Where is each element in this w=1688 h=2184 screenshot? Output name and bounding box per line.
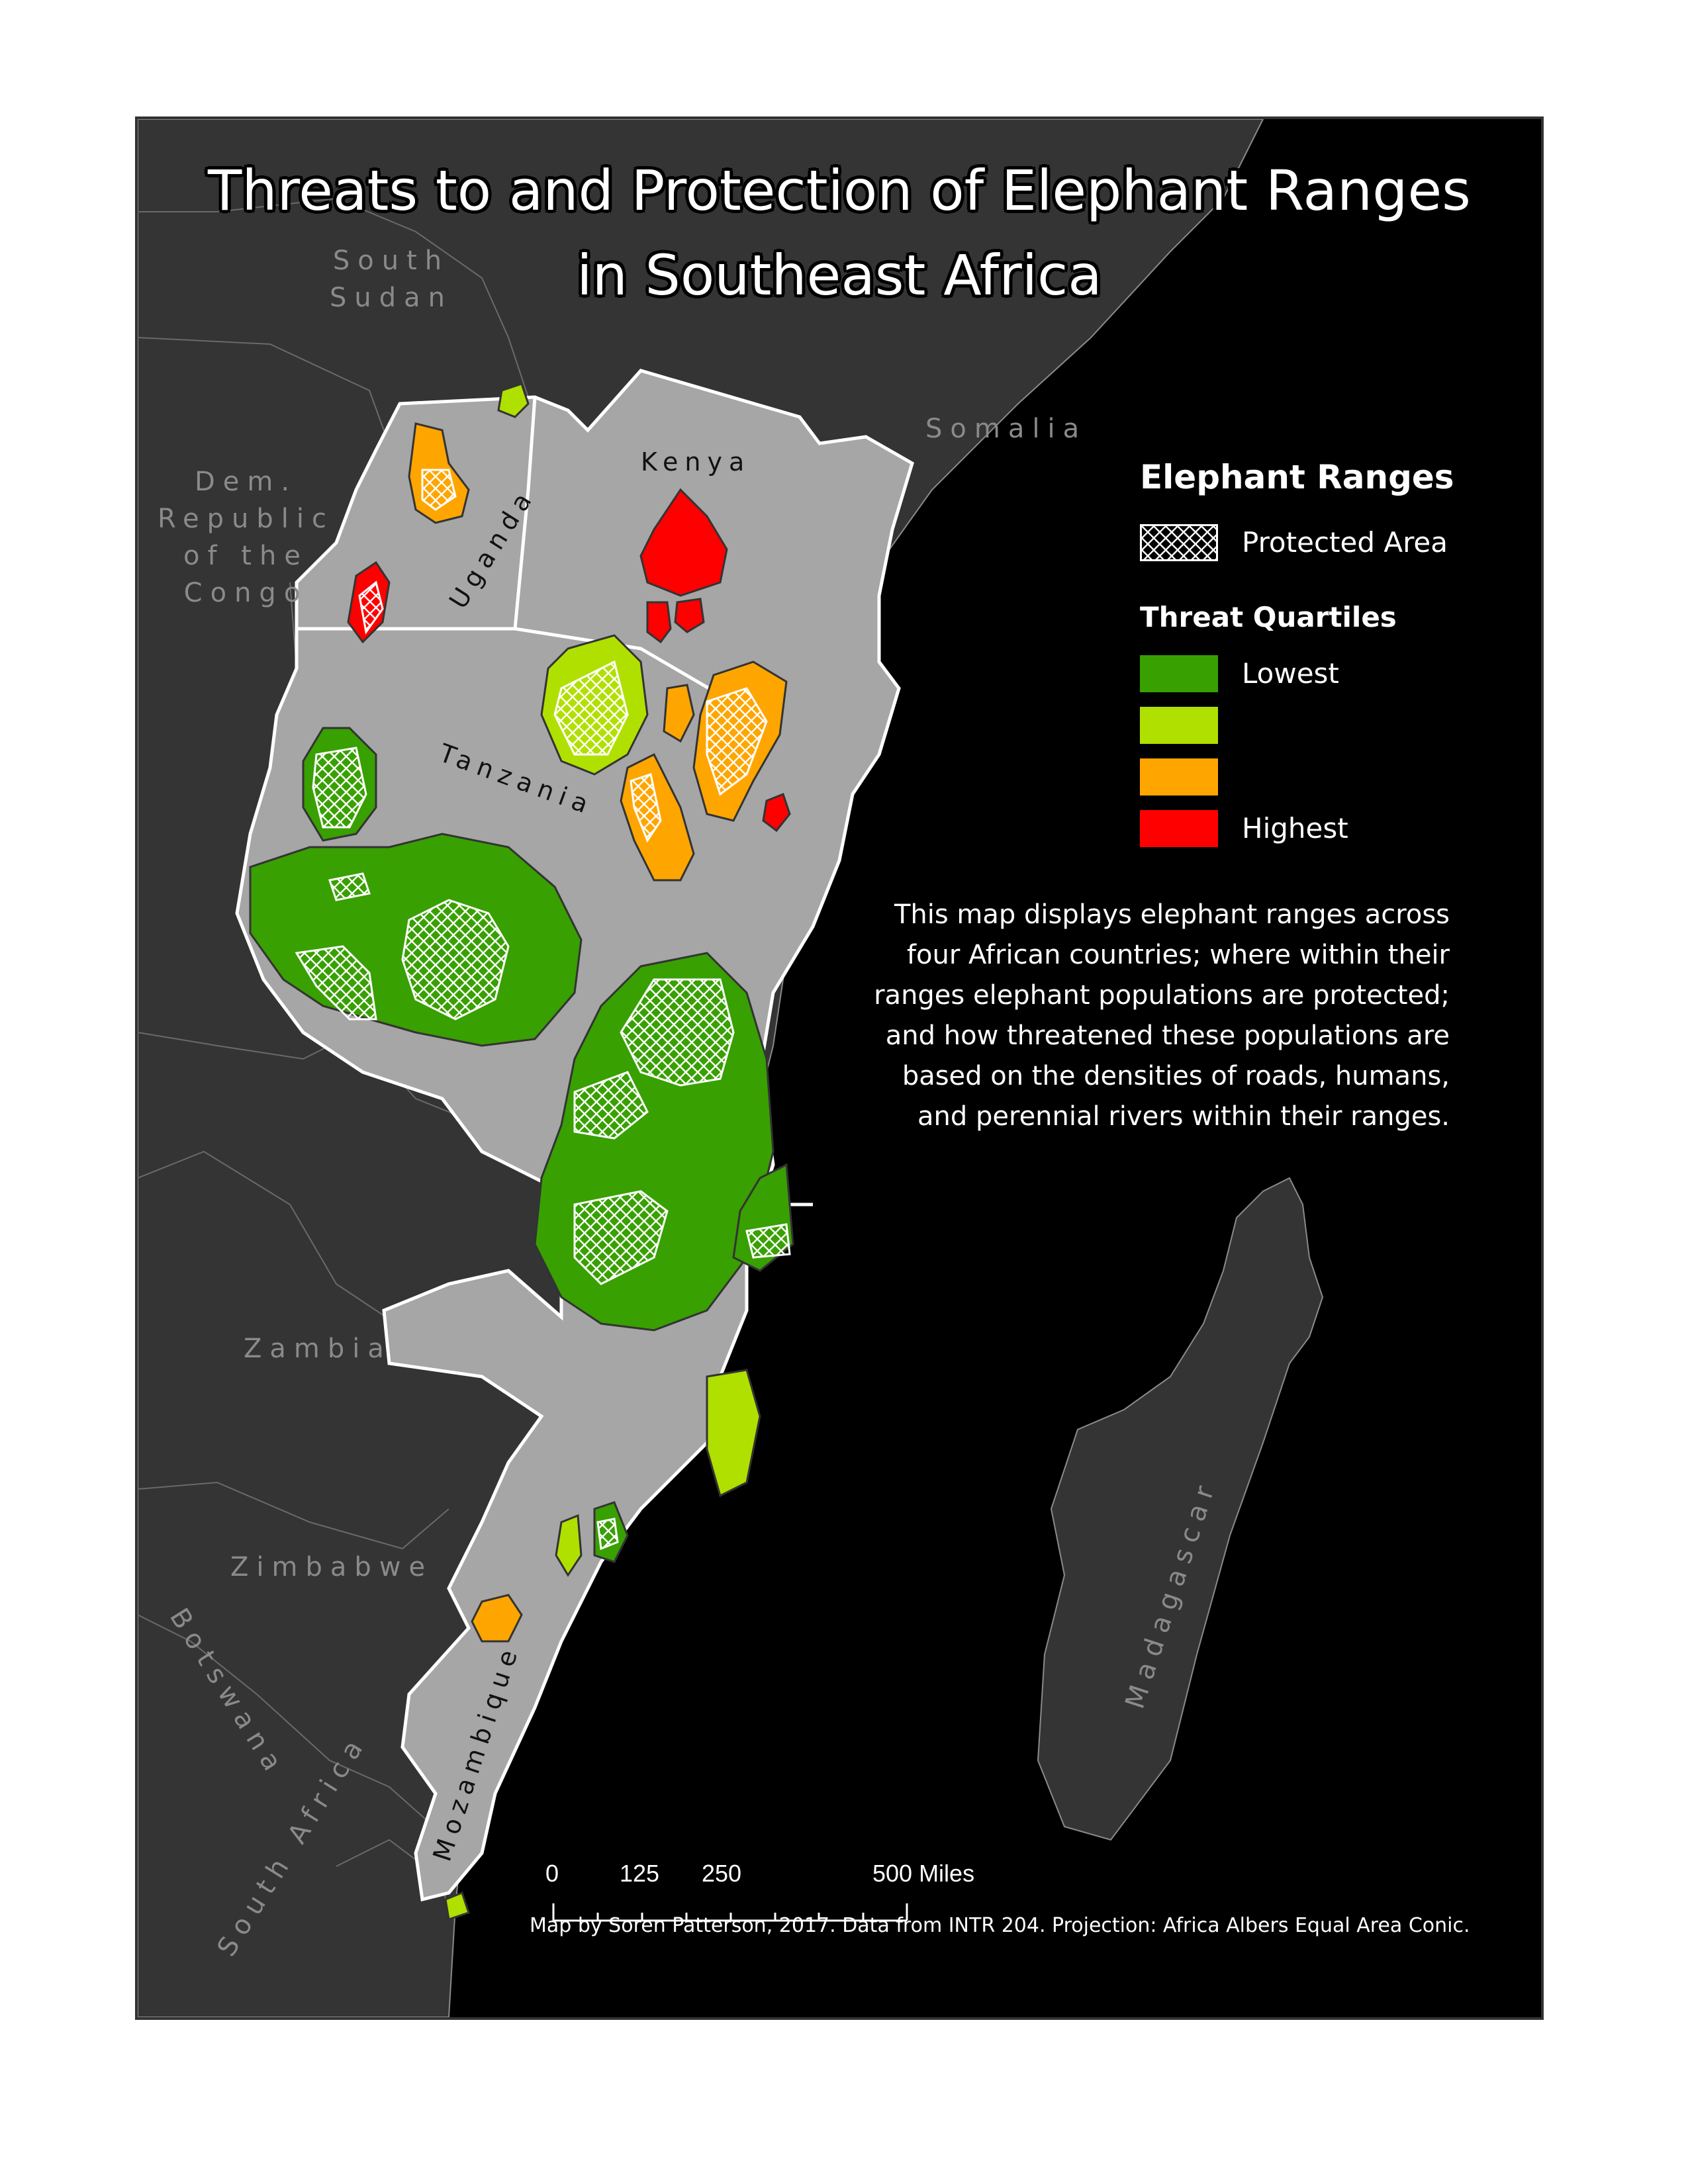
- range-moz-south[interactable]: [444, 1891, 470, 1921]
- focus-borders: [297, 396, 813, 1318]
- legend-swatch-q3: [1140, 758, 1218, 796]
- hatch-tanzania-coast: [745, 1223, 791, 1259]
- range-kenya-south-a[interactable]: [646, 601, 672, 644]
- range-uganda-tiny[interactable]: [497, 383, 530, 418]
- label-south-sudan: South Sudan: [330, 246, 453, 313]
- label-somalia: Somalia: [925, 414, 1088, 444]
- legend-label-highest: Highest: [1242, 812, 1348, 844]
- label-zambia: Zambia: [244, 1334, 392, 1364]
- label-drc: Dem. Republic of the Congo: [158, 467, 334, 608]
- label-kenya: Kenya: [641, 447, 751, 477]
- label-zimbabwe: Zimbabwe: [230, 1552, 434, 1582]
- map-frame: Threats to and Protection of Elephant Ra…: [135, 116, 1544, 2020]
- scale-tick-125: 125: [620, 1860, 660, 1887]
- scale-tick-250: 250: [702, 1860, 742, 1887]
- legend-swatch-highest: [1140, 810, 1218, 847]
- legend-swatch-q2: [1140, 707, 1218, 744]
- range-moz-lime-small[interactable]: [555, 1514, 583, 1577]
- hatch-tanzania-west-a: [401, 899, 510, 1021]
- madagascar-land: [1037, 1177, 1324, 1841]
- legend-label-lowest: Lowest: [1242, 657, 1339, 690]
- map-credit: Map by Soren Patterson, 2017. Data from …: [530, 1914, 1470, 1937]
- map-title-line1: Threats to and Protection of Elephant Ra…: [208, 158, 1471, 223]
- map-description: This map displays elephant ranges across…: [874, 899, 1450, 1132]
- hatch-uganda-west: [358, 580, 384, 635]
- hatch-moz-green-small: [596, 1518, 619, 1551]
- hatch-kenya-tsavo: [706, 687, 768, 796]
- range-moz-orange[interactable]: [471, 1594, 523, 1643]
- map-canvas[interactable]: [138, 119, 1541, 2017]
- legend-protected-label: Protected Area: [1242, 526, 1448, 559]
- legend-protected-swatch: [1140, 524, 1218, 561]
- hatch-tanzania-west-c: [328, 872, 371, 901]
- range-moz-north[interactable]: [706, 1369, 761, 1498]
- range-kenya-south-b[interactable]: [674, 598, 705, 633]
- hatch-tanzania-nw: [312, 747, 367, 829]
- hatch-tanzania-selous-c: [573, 1190, 669, 1285]
- range-kenya-coast-red[interactable]: [762, 793, 791, 833]
- hatch-tanzania-west-b: [295, 945, 377, 1021]
- scale-bar: [552, 1903, 908, 1922]
- scale-tick-0: 0: [545, 1860, 559, 1887]
- legend-title: Elephant Ranges: [1140, 458, 1454, 496]
- range-kenya-north[interactable]: [639, 488, 728, 597]
- map-title: Threats to and Protection of Elephant Ra…: [138, 148, 1541, 318]
- map-title-line2: in Southeast Africa: [577, 243, 1102, 308]
- hatch-tanzania-selous-b: [573, 1071, 649, 1140]
- hatch-kenya-lime: [553, 660, 629, 756]
- scale-tick-500: 500 Miles: [872, 1860, 975, 1887]
- hatch-tanzania-selous-a: [620, 978, 735, 1087]
- range-kenya-small-orange[interactable]: [663, 684, 695, 743]
- legend-threat-title: Threat Quartiles: [1140, 601, 1397, 633]
- hatch-kenya-orange-south: [630, 773, 662, 843]
- hatch-uganda-north: [421, 469, 457, 511]
- legend-swatch-lowest: [1140, 655, 1218, 692]
